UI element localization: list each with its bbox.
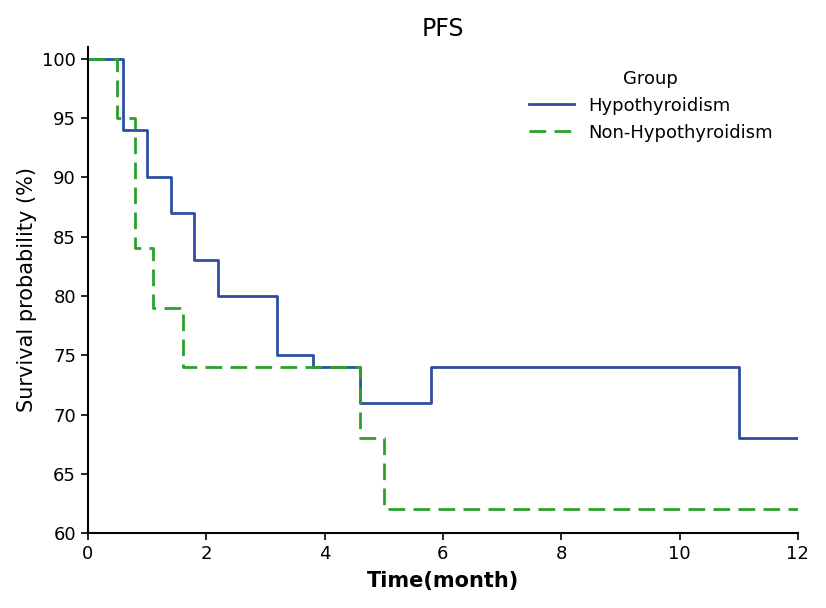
Title: PFS: PFS bbox=[421, 16, 464, 41]
Y-axis label: Survival probability (%): Survival probability (%) bbox=[17, 167, 36, 412]
Legend: Hypothyroidism, Non-Hypothyroidism: Hypothyroidism, Non-Hypothyroidism bbox=[520, 61, 781, 151]
X-axis label: Time(month): Time(month) bbox=[367, 572, 519, 592]
